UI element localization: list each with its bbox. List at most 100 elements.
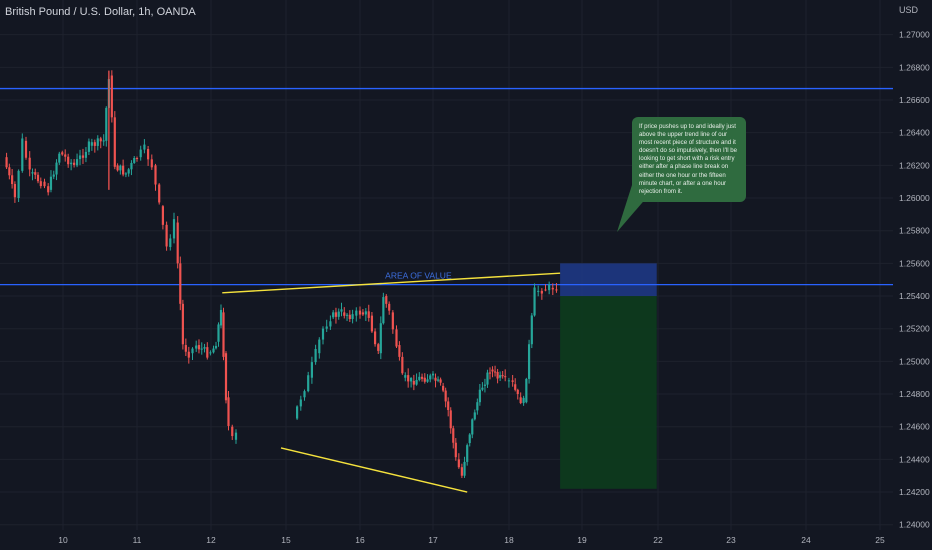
candle-body: [537, 290, 540, 292]
candle-body: [161, 206, 164, 225]
candle-body: [436, 379, 440, 381]
area-of-value-label: AREA OF VALUE: [385, 271, 452, 281]
candle-body: [227, 397, 230, 426]
candle-body: [491, 369, 494, 372]
candle-body: [476, 402, 479, 411]
candle-body: [343, 312, 346, 316]
y-tick-label: 1.24200: [899, 487, 930, 497]
candle-body: [296, 406, 299, 419]
candle-body: [184, 345, 187, 352]
candle-body: [473, 412, 476, 420]
candle-body: [415, 379, 418, 385]
candle-body: [8, 167, 11, 176]
candle-body: [345, 314, 349, 316]
candle-body: [444, 390, 447, 402]
candle-body: [181, 303, 184, 345]
candle-body: [75, 159, 79, 166]
trend-line: [222, 272, 561, 294]
candle-body: [420, 376, 424, 379]
candle-body: [361, 312, 365, 315]
candle-body: [116, 165, 119, 171]
candle-body: [147, 149, 150, 160]
candle-body: [377, 344, 380, 351]
candle-body: [21, 138, 24, 171]
candle-body: [364, 311, 367, 315]
stop-zone[interactable]: [560, 263, 657, 297]
y-tick-label: 1.24800: [899, 389, 930, 399]
candle-body: [52, 174, 55, 177]
candle-body: [442, 385, 445, 391]
x-tick-label: 24: [801, 535, 811, 545]
candle-body: [67, 156, 70, 165]
candle-body: [407, 375, 410, 382]
candle-body: [231, 426, 234, 437]
trend-lines: [222, 272, 561, 493]
horizontal-levels: [0, 87, 893, 286]
candle-body: [355, 310, 358, 316]
candle-body: [530, 315, 533, 345]
price-axis[interactable]: 1.27000 1.26800 1.26600 1.26400 1.26200 1.260…: [899, 30, 930, 530]
x-tick-label: 19: [577, 535, 587, 545]
y-tick-label: 1.24600: [899, 422, 930, 432]
candle-body: [96, 138, 99, 146]
candle-body: [533, 287, 536, 316]
candle-body: [195, 345, 198, 349]
candle-body: [314, 348, 317, 363]
x-tick-label: 12: [206, 535, 216, 545]
x-tick-label: 17: [428, 535, 438, 545]
candle-body: [61, 152, 64, 155]
y-tick-label: 1.26600: [899, 95, 930, 105]
candle-body: [481, 387, 484, 390]
candle-body: [299, 399, 302, 407]
candle-body: [483, 384, 487, 386]
x-tick-label: 23: [726, 535, 736, 545]
y-tick-label: 1.25200: [899, 324, 930, 334]
y-tick-label: 1.24000: [899, 520, 930, 530]
candle-body: [412, 380, 415, 385]
candle-body: [113, 117, 116, 167]
candle-body: [329, 321, 332, 327]
candle-body: [332, 312, 335, 318]
candle-body: [154, 165, 157, 185]
candle-body: [119, 165, 122, 171]
candle-body: [124, 173, 127, 175]
candle-body: [398, 345, 401, 357]
candle-body: [127, 169, 130, 174]
candle-body: [158, 184, 161, 203]
candle-body: [423, 377, 426, 382]
candle-body: [340, 309, 343, 312]
candle-body: [527, 344, 531, 379]
candle-body: [348, 314, 351, 319]
candle-body: [122, 165, 125, 175]
candle-body: [24, 140, 28, 158]
candle-body: [449, 410, 452, 429]
candle-body: [439, 379, 442, 383]
text-callout[interactable]: If price pushes up to and ideally just a…: [632, 117, 746, 202]
candle-body: [507, 380, 511, 382]
candle-body: [165, 224, 168, 247]
candle-body: [17, 170, 20, 199]
candle-body: [172, 219, 176, 239]
currency-label: USD: [899, 5, 919, 15]
candle-body: [351, 314, 354, 319]
candle-body: [84, 151, 88, 158]
candle-body: [87, 141, 90, 152]
candle-body: [334, 312, 338, 317]
y-tick-label: 1.26000: [899, 193, 930, 203]
time-axis[interactable]: 10 11 12 15 16 17 18 19 22 23 24 25: [58, 535, 885, 545]
candle-body: [511, 380, 514, 382]
candle-body: [130, 162, 133, 170]
candle-body: [373, 331, 377, 345]
candle-body: [391, 312, 394, 330]
target-zone[interactable]: [560, 296, 657, 489]
candle-body: [516, 389, 519, 395]
y-tick-label: 1.26800: [899, 62, 930, 72]
candle-body: [187, 351, 190, 358]
candle-body: [454, 442, 457, 458]
candle-body: [379, 323, 382, 354]
candle-body: [34, 172, 37, 175]
candle-body: [133, 158, 136, 163]
candle-body: [488, 372, 492, 374]
